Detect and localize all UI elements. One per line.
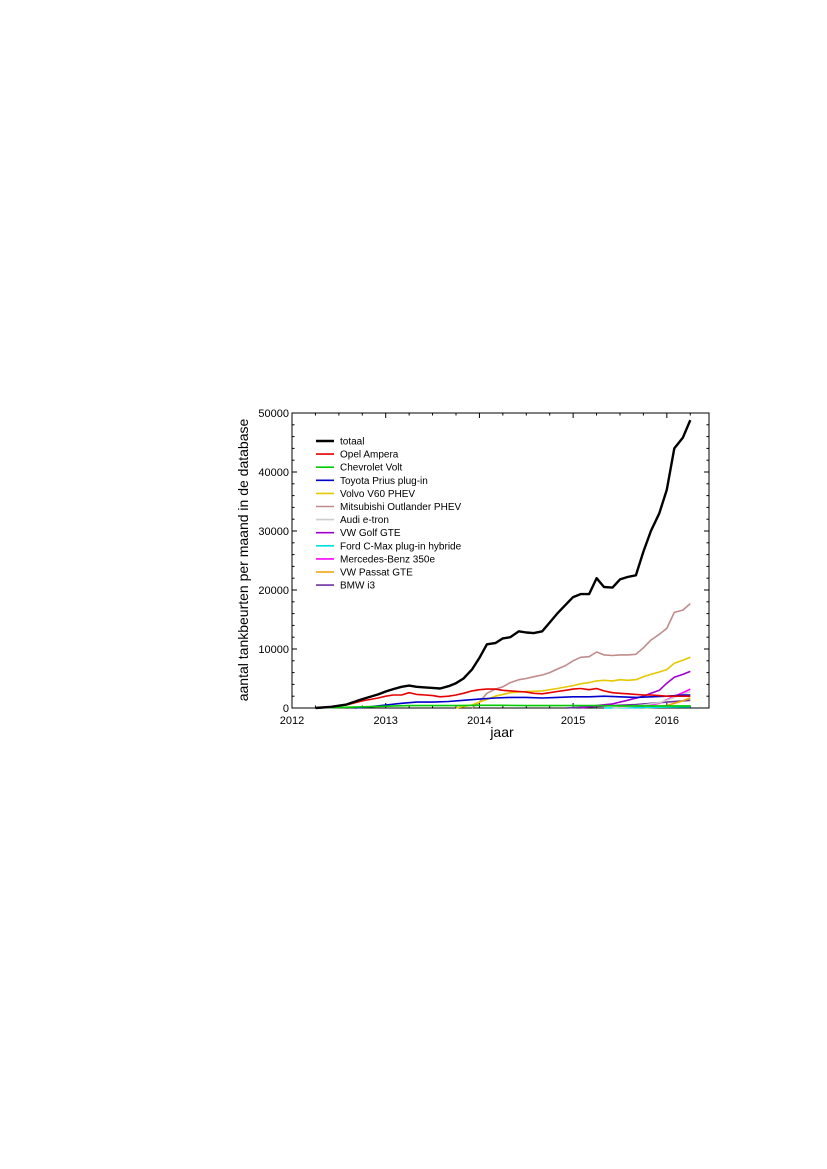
legend-label: totaal <box>340 437 364 448</box>
series-line-chevrolet-volt <box>315 704 691 709</box>
legend-label: Chevrolet Volt <box>340 463 402 474</box>
legend-label: Opel Ampera <box>340 450 399 461</box>
x-axis-label: jaar <box>489 724 514 740</box>
y-tick-label: 40000 <box>258 467 289 479</box>
x-tick-label: 2014 <box>467 715 491 727</box>
legend-label: Mitsubishi Outlander PHEV <box>340 502 461 513</box>
legend-label: Volvo V60 PHEV <box>340 489 415 500</box>
x-tick-label: 2016 <box>655 715 679 727</box>
series-line-volvo-v60-phev <box>455 656 691 709</box>
legend-label: Ford C-Max plug-in hybride <box>340 541 462 552</box>
y-tick-label: 30000 <box>258 526 289 538</box>
x-tick-label: 2015 <box>561 715 585 727</box>
series-layer <box>315 419 692 710</box>
y-tick-label: 50000 <box>258 408 289 420</box>
y-tick-label: 0 <box>283 703 289 715</box>
series-line-opel-ampera <box>315 687 691 709</box>
series-line-toyota-prius-plug-in <box>354 694 691 709</box>
axis-ticks: 2012 2013 2014 2015 2016 0 10000 20000 30000 4000… <box>258 408 709 727</box>
legend-label: Mercedes-Benz 350e <box>340 554 435 565</box>
series-line-totaal <box>315 419 692 710</box>
y-tick-label: 10000 <box>258 644 289 656</box>
legend-label: Toyota Prius plug-in <box>340 476 428 487</box>
y-axis-label: aantal tankbeurten per maand in de datab… <box>235 419 251 702</box>
legend: totaal Opel Ampera Chevrolet Volt Toyota Pr… <box>316 437 462 592</box>
plot-frame <box>291 412 710 709</box>
legend-label: Audi e-tron <box>340 515 389 526</box>
x-tick-label: 2013 <box>373 715 397 727</box>
legend-label: VW Passat GTE <box>340 568 413 579</box>
series-line-vw-golf-gte <box>580 670 691 709</box>
legend-label: BMW i3 <box>340 581 375 592</box>
series-line-mitsubishi-outlander-phev <box>471 602 691 709</box>
y-tick-label: 20000 <box>258 585 289 597</box>
x-tick-label: 2012 <box>280 715 304 727</box>
legend-label: VW Golf GTE <box>340 528 401 539</box>
